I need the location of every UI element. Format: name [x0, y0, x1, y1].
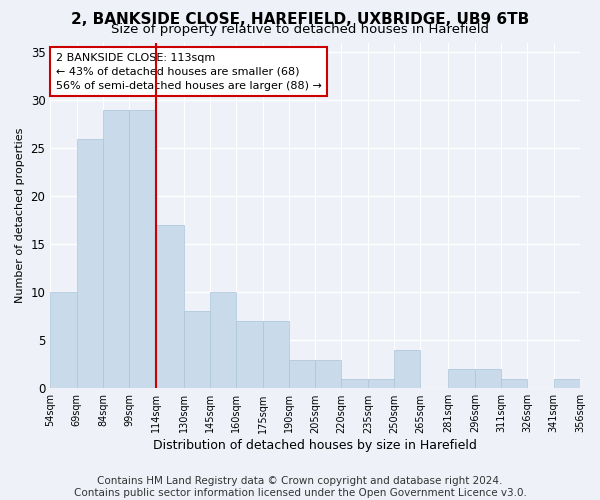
- Bar: [448, 369, 475, 388]
- Text: Contains HM Land Registry data © Crown copyright and database right 2024.
Contai: Contains HM Land Registry data © Crown c…: [74, 476, 526, 498]
- Y-axis label: Number of detached properties: Number of detached properties: [15, 128, 25, 303]
- Text: 2, BANKSIDE CLOSE, HAREFIELD, UXBRIDGE, UB9 6TB: 2, BANKSIDE CLOSE, HAREFIELD, UXBRIDGE, …: [71, 12, 529, 26]
- Bar: [289, 360, 315, 388]
- Bar: [103, 110, 129, 388]
- Bar: [501, 378, 527, 388]
- Text: 2 BANKSIDE CLOSE: 113sqm
← 43% of detached houses are smaller (68)
56% of semi-d: 2 BANKSIDE CLOSE: 113sqm ← 43% of detach…: [56, 53, 322, 91]
- Bar: [77, 138, 103, 388]
- X-axis label: Distribution of detached houses by size in Harefield: Distribution of detached houses by size …: [153, 440, 477, 452]
- Bar: [394, 350, 421, 389]
- Bar: [554, 378, 580, 388]
- Text: Size of property relative to detached houses in Harefield: Size of property relative to detached ho…: [111, 22, 489, 36]
- Bar: [129, 110, 155, 388]
- Bar: [368, 378, 394, 388]
- Bar: [155, 225, 184, 388]
- Bar: [184, 312, 210, 388]
- Bar: [475, 369, 501, 388]
- Bar: [50, 292, 77, 388]
- Bar: [341, 378, 368, 388]
- Bar: [263, 321, 289, 388]
- Bar: [210, 292, 236, 388]
- Bar: [236, 321, 263, 388]
- Bar: [315, 360, 341, 388]
